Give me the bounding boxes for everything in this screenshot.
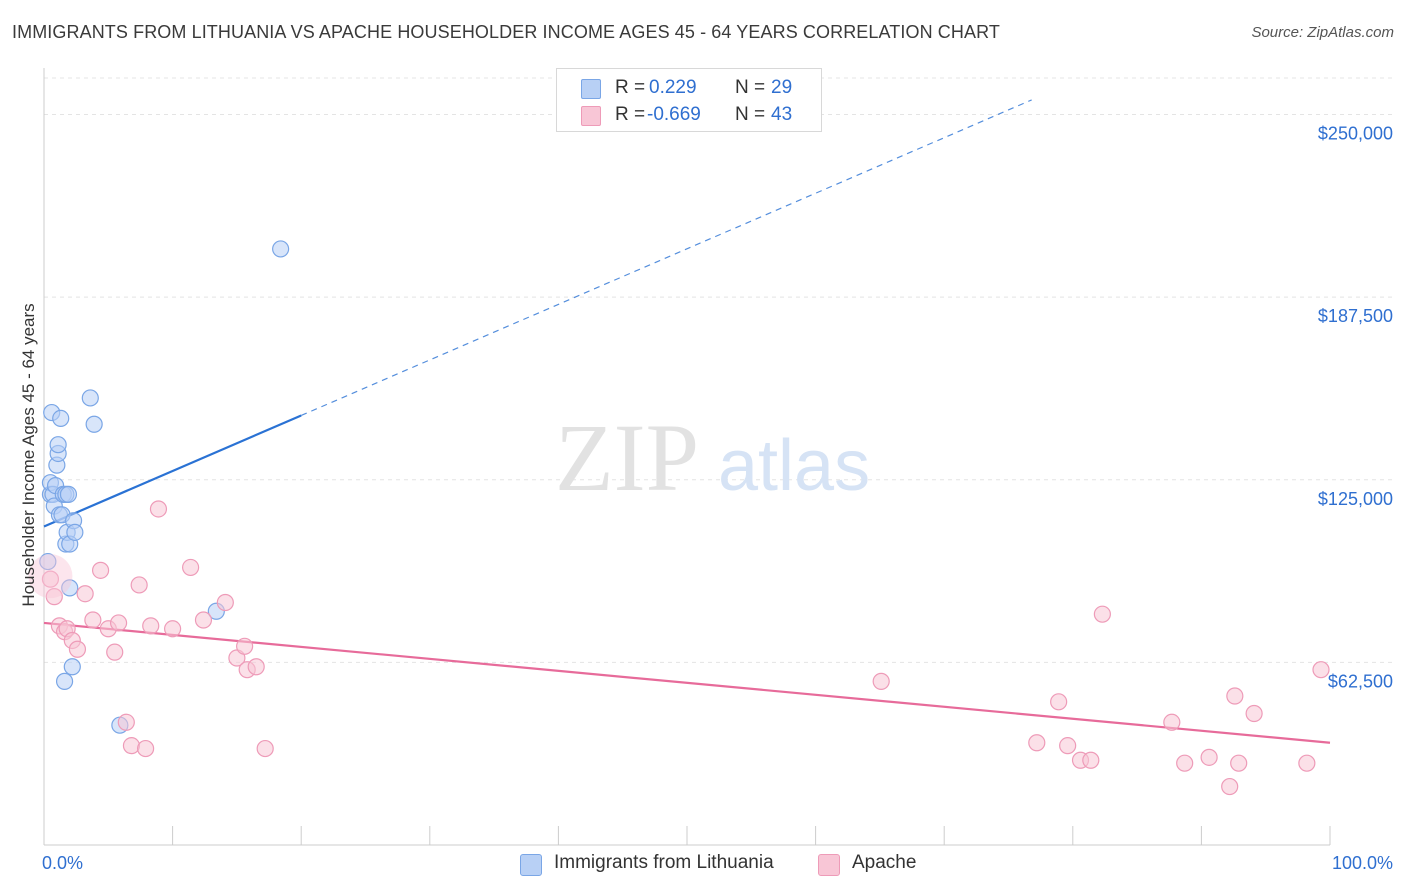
watermark: ZIP atlas: [555, 404, 870, 511]
pink-data-point: [136, 739, 155, 758]
stats-legend: R = 0.229 N = 29 R = -0.669 N = 43: [556, 68, 822, 132]
x-tick-label: 0.0%: [42, 853, 83, 873]
legend-r-value: -0.669: [647, 104, 701, 125]
pink-data-point: [149, 500, 168, 518]
label-layer: $62,500 $125,000 $187,500 $250,000 0.0% 100.0…: [42, 124, 1393, 873]
pink-data-point: [106, 643, 124, 661]
blue-data-point: [66, 523, 84, 541]
blue-trend-line: [43, 414, 302, 528]
pink-data-point: [164, 620, 182, 638]
blue-trend-extension: [300, 99, 1032, 417]
pink-data-point: [142, 617, 160, 635]
grid-layer: [44, 77, 1395, 663]
chart-title: IMMIGRANTS FROM LITHUANIA VS APACHE HOUS…: [12, 22, 1000, 42]
pink-data-point: [117, 713, 135, 731]
pink-data-point: [872, 672, 890, 690]
pink-data-point: [1050, 693, 1068, 711]
pink-data-point: [1245, 704, 1263, 723]
blue-data-point: [85, 415, 103, 433]
legend-n-label: N =: [735, 77, 766, 98]
points-layer: [28, 240, 1330, 796]
blue-data-point: [55, 672, 74, 690]
legend-r-label: R =: [615, 77, 646, 98]
legend-r-value: 0.229: [649, 77, 697, 98]
pink-data-point: [109, 614, 128, 632]
pink-data-point: [1200, 748, 1218, 766]
pink-data-point: [1230, 754, 1248, 772]
watermark-zip: ZIP: [555, 404, 699, 511]
pink-data-point: [130, 576, 148, 594]
pink-data-point: [122, 737, 141, 755]
pink-data-point: [91, 561, 110, 579]
pink-data-point: [45, 588, 63, 606]
pink-data-point: [256, 739, 274, 758]
bottom-legend-label: Immigrants from Lithuania: [554, 852, 774, 873]
pink-data-point: [194, 611, 213, 629]
legend-row-apache: R = -0.669 N = 43: [557, 102, 821, 128]
pink-data-point: [1028, 734, 1046, 752]
blue-data-point: [59, 485, 78, 503]
source-label: Source: ZipAtlas.com: [1251, 24, 1394, 41]
watermark-atlas: atlas: [718, 426, 870, 506]
pink-data-point: [1176, 754, 1194, 772]
legend-n-value: 29: [771, 77, 793, 98]
pink-data-point: [247, 658, 265, 676]
legend-n-label: N =: [735, 104, 766, 125]
y-tick-label: $187,500: [1318, 306, 1393, 326]
blue-data-point: [52, 409, 70, 428]
bottom-legend-swatch-pink: [818, 854, 840, 876]
legend-swatch-pink: [581, 106, 601, 126]
pink-data-point: [1312, 661, 1330, 679]
pink-data-point: [41, 570, 60, 588]
x-tick-label: 100.0%: [1332, 853, 1393, 873]
pink-data-point: [1082, 751, 1100, 769]
pink-data-point: [1226, 687, 1244, 705]
pink-data-point: [1059, 737, 1077, 755]
blue-data-point: [81, 389, 99, 407]
pink-data-point: [84, 611, 102, 629]
pink-data-point: [76, 585, 94, 603]
pink-data-point: [1163, 713, 1181, 731]
legend-n-value: 43: [771, 104, 793, 125]
pink-data-point: [68, 640, 87, 658]
pink-trend-line: [43, 621, 1331, 744]
legend-r-label: R =: [615, 104, 646, 125]
blue-data-point: [272, 240, 290, 258]
legend-swatch-blue: [581, 79, 601, 99]
bottom-legend-label: Apache: [852, 852, 917, 873]
pink-data-point: [1093, 605, 1111, 623]
pink-data-point: [182, 558, 200, 577]
pink-data-point: [236, 637, 254, 655]
pink-data-point: [1221, 777, 1239, 796]
trend-layer: [43, 99, 1331, 744]
y-tick-label: $125,000: [1318, 489, 1393, 509]
blue-data-point: [63, 658, 81, 676]
y-tick-label: $250,000: [1318, 124, 1393, 144]
blue-data-point: [39, 552, 57, 571]
axis-layer: [43, 68, 1331, 846]
blue-data-point: [61, 579, 79, 597]
pink-data-point: [216, 593, 234, 612]
y-axis-label: Householder Income Ages 45 - 64 years: [19, 303, 38, 606]
pink-data-point: [1298, 754, 1316, 772]
bottom-legend-swatch-blue: [520, 854, 542, 876]
legend-row-lithuania: R = 0.229 N = 29: [557, 75, 821, 101]
blue-data-point: [49, 436, 67, 454]
y-tick-label: $62,500: [1328, 671, 1393, 691]
pink-data-point-large: [28, 554, 73, 599]
